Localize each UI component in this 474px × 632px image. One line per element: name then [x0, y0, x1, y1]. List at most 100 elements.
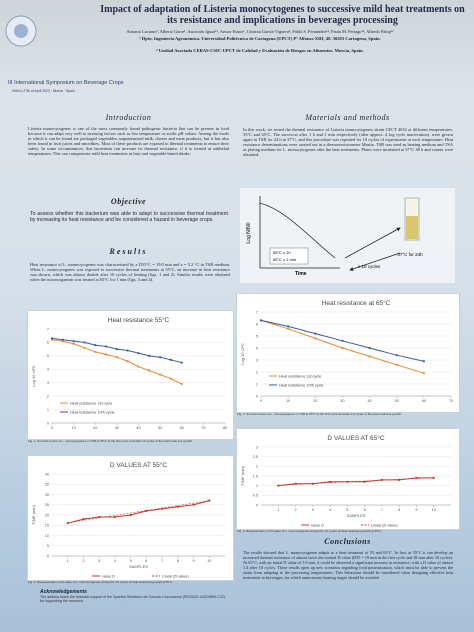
diagram-label: 65°C x 1 min — [273, 257, 296, 262]
y-tick-label: 10 — [45, 534, 49, 538]
y-tick-label: 3 — [256, 358, 258, 362]
logo — [5, 15, 37, 47]
y-tick-label: 6 — [47, 341, 49, 345]
y-tick-label: 35 — [45, 483, 49, 487]
y-tick-label: 30 — [45, 493, 49, 497]
data-point — [192, 503, 195, 506]
data-point — [314, 337, 317, 340]
diagram-y-label: Log N/N0 — [246, 222, 252, 243]
diagram-label: x 10 cycles — [358, 264, 381, 269]
section-heading: Conclusions — [324, 537, 371, 546]
title: Impact of adaptation of Listeria monocyt… — [100, 4, 465, 26]
y-tick-label: 2.5 — [253, 455, 258, 459]
x-tick-label: 4 — [329, 508, 331, 512]
legend-label: value D — [311, 523, 324, 527]
survival-curve — [259, 202, 336, 259]
data-point — [176, 505, 179, 508]
methods-diagram: Log N/N0 Time 55°C x 1h 65°C x 1 min x 1… — [240, 188, 455, 283]
y-tick-label: 7 — [47, 327, 49, 331]
data-point — [368, 355, 371, 358]
data-point — [94, 344, 97, 347]
legend-label: value D — [102, 574, 115, 578]
y-tick-label: 4 — [47, 368, 49, 372]
x-tick-label: 3 — [98, 559, 100, 563]
data-point — [115, 348, 118, 351]
data-point — [148, 354, 151, 357]
section-heading: Objective — [110, 197, 147, 206]
y-tick-label: 0 — [47, 554, 49, 558]
y-axis-label: TIME (min) — [240, 465, 245, 485]
y-tick-label: 3 — [47, 381, 49, 385]
chart-title: Heat resistance at 65°C — [322, 299, 391, 307]
y-tick-label: 25 — [45, 503, 49, 507]
affiliation: ¹ Dpto. Ingeniería Agronómica. Universid… — [139, 36, 381, 41]
x-tick-label: 30 — [340, 399, 344, 403]
event-name: III International Symposium on Beverage … — [8, 80, 124, 86]
legend-label: Lineal (D value) — [162, 574, 189, 578]
chart-title: Heat resistance 55°C — [108, 316, 170, 324]
series-line — [67, 500, 210, 524]
legend-label: Lineal (D value) — [371, 523, 398, 527]
chart: D VALUES AT 65°C 0 0.5 1 1.5 2 2.5 3 1 2 3 4 5 6 7 8 9 10… — [236, 428, 460, 530]
data-point — [395, 363, 398, 366]
data-point — [72, 339, 75, 343]
y-tick-label: 0 — [256, 503, 258, 507]
series-line — [51, 339, 182, 385]
x-tick-label: 4 — [114, 559, 116, 563]
data-point — [277, 484, 280, 487]
data-point — [113, 515, 117, 519]
y-axis-label: TIME (min) — [31, 504, 36, 524]
label-box — [269, 247, 309, 265]
caption: Fig. 2. Representation of D value of L. … — [28, 580, 174, 584]
y-tick-label: 5 — [256, 334, 258, 338]
data-point — [104, 353, 108, 356]
data-point — [180, 361, 183, 364]
data-point — [341, 346, 344, 350]
legend-label: Heat resistance 1st cycle — [70, 401, 112, 405]
data-point — [180, 382, 183, 386]
y-tick-label: 1 — [256, 382, 258, 386]
y-tick-label: 1.5 — [253, 474, 258, 478]
series-line — [278, 477, 434, 486]
data-point — [137, 352, 140, 355]
x-tick-label: 0 — [260, 399, 262, 403]
event-dates: 26th to 27th of April 2023 · Murcia · Sp… — [12, 89, 75, 93]
y-tick-label: 40 — [45, 472, 49, 476]
x-tick-label: 40 — [367, 399, 371, 403]
section-text: To assess whether this bacterium was abl… — [30, 211, 228, 223]
diagram-label: 55°C x 1h — [273, 250, 291, 255]
data-point — [395, 354, 398, 357]
data-point — [311, 482, 314, 485]
diagram-label: 37°C for 24h — [397, 252, 423, 257]
authors: Antonio Luciano¹, Alberto Garre¹, Asunci… — [126, 29, 394, 34]
y-tick-label: 0.5 — [253, 494, 258, 498]
data-point — [287, 327, 290, 330]
x-tick-label: 70 — [449, 399, 453, 403]
y-tick-label: 1 — [256, 484, 258, 488]
section-heading: Results — [109, 247, 148, 256]
x-tick-label: 2 — [294, 508, 296, 512]
legend-label: Heat resistance 10th cycle — [279, 383, 324, 387]
x-axis-label: SAMPLES — [129, 564, 148, 569]
x-tick-label: 10 — [72, 426, 76, 430]
x-tick-label: 7 — [381, 508, 383, 512]
data-point — [61, 338, 64, 341]
data-point — [50, 337, 54, 340]
y-tick-label: 0 — [47, 421, 49, 425]
data-point — [422, 360, 425, 363]
x-tick-label: 20 — [313, 399, 317, 403]
y-tick-label: 4 — [256, 346, 258, 350]
data-point — [148, 369, 151, 372]
data-point — [346, 480, 349, 483]
x-tick-label: 2 — [82, 559, 84, 563]
y-tick-label: 5 — [47, 544, 49, 548]
x-tick-label: 9 — [192, 559, 194, 563]
x-tick-label: 20 — [93, 426, 97, 430]
y-tick-label: 0 — [256, 394, 258, 398]
x-tick-label: 10 — [432, 508, 436, 512]
legend-label: Heat resistance 1st cycle — [279, 374, 321, 378]
data-point — [129, 513, 132, 517]
x-tick-label: 60 — [180, 426, 184, 430]
